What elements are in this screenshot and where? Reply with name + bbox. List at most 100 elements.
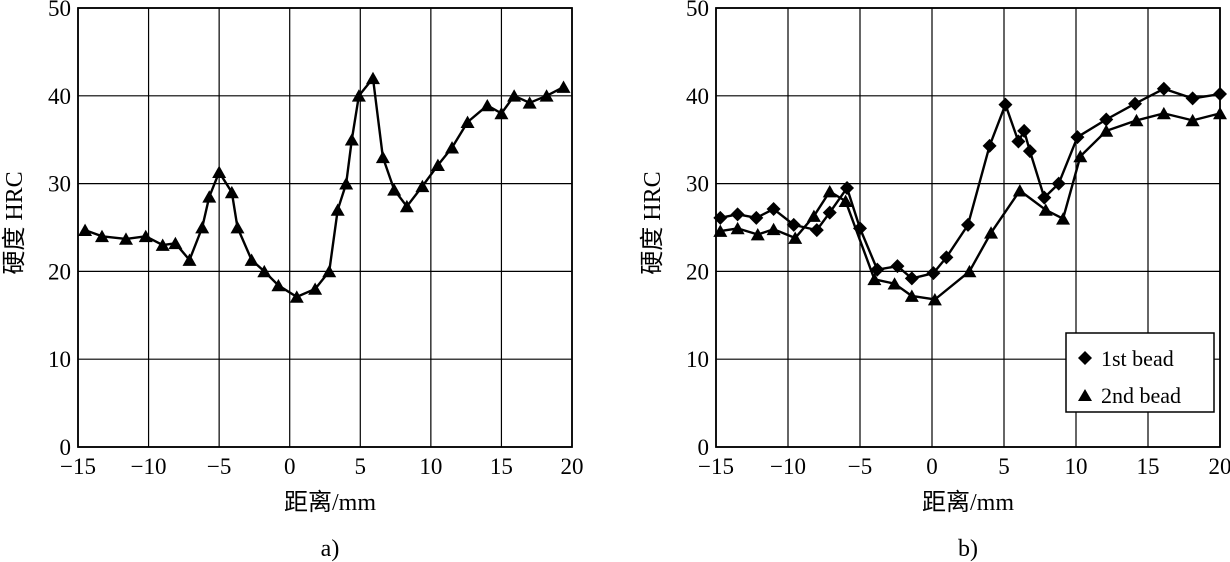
x-tick-label: 20	[561, 454, 584, 479]
y-tick-label: 40	[48, 84, 71, 109]
data-point-triangle	[182, 253, 197, 266]
data-point-diamond	[870, 262, 885, 277]
data-point-triangle	[766, 222, 781, 236]
x-tick-label: −10	[131, 454, 167, 479]
data-point-diamond	[1037, 190, 1052, 205]
y-tick-label: 50	[686, 0, 709, 21]
legend-item-1st-bead: 1st bead	[1078, 346, 1174, 371]
data-point-triangle	[1213, 106, 1227, 120]
data-point-triangle	[375, 150, 390, 164]
data-point-triangle	[539, 89, 554, 102]
data-point-triangle	[138, 229, 153, 243]
series-panel-b	[713, 81, 1227, 306]
data-point-triangle	[713, 224, 728, 237]
data-point-diamond	[809, 223, 824, 238]
data-point-triangle	[230, 221, 245, 234]
data-point-diamond	[1070, 130, 1085, 145]
data-point-triangle	[838, 194, 853, 208]
data-point-diamond	[713, 210, 728, 225]
data-point-triangle	[962, 264, 977, 278]
x-tick-label: 15	[490, 454, 513, 479]
data-point-diamond	[1011, 134, 1026, 149]
x-tick-label: 5	[355, 454, 367, 479]
data-point-triangle	[1185, 113, 1200, 127]
x-tick-label: −5	[207, 454, 231, 479]
data-point-diamond	[904, 271, 919, 286]
plot-frame-panel-a	[77, 7, 573, 448]
x-tick-label: 0	[926, 454, 938, 479]
data-point-triangle	[1073, 149, 1088, 163]
data-point-triangle	[480, 98, 495, 112]
data-point-diamond	[926, 266, 941, 281]
data-point-triangle	[1156, 106, 1171, 120]
x-tick-label: 10	[419, 454, 442, 479]
data-point-triangle	[308, 282, 323, 295]
data-point-triangle	[1056, 212, 1071, 225]
series-line-series-0	[84, 77, 565, 299]
x-axis-label-panel-a: 距离/mm	[284, 489, 376, 516]
data-point-diamond	[939, 250, 954, 265]
data-point-triangle	[399, 199, 414, 213]
data-point-triangle	[522, 96, 537, 109]
y-tick-label: 10	[48, 347, 71, 372]
data-point-triangle	[202, 190, 217, 203]
data-point-triangle	[339, 177, 354, 190]
data-point-diamond	[840, 180, 855, 195]
data-point-triangle	[887, 277, 902, 290]
data-point-triangle	[1038, 203, 1053, 216]
x-tick-label: −15	[60, 454, 96, 479]
x-tick-label: 0	[284, 454, 296, 479]
chart-panel-a: −15 −10 −5 0 5 10 15 20 0 10 20 30 40 50 距离/mm 硬度 HRC…	[1, 0, 584, 562]
data-point-triangle	[271, 278, 286, 292]
y-tick-label: 30	[686, 172, 709, 197]
data-point-triangle	[750, 228, 765, 241]
y-tick-label: 20	[48, 259, 71, 284]
data-point-triangle	[244, 253, 259, 266]
chart-panel-b: −15 −10 −5 0 5 10 15 20 0 10 20 30 40 50 距离/mm 硬度 HRC…	[639, 0, 1230, 562]
x-tick-label: 10	[1065, 454, 1088, 479]
data-point-triangle	[224, 185, 239, 199]
data-point-triangle	[322, 264, 337, 278]
data-point-diamond	[1128, 96, 1143, 111]
x-tick-label: 5	[998, 454, 1010, 479]
data-point-triangle	[904, 289, 919, 302]
y-tick-label: 0	[60, 435, 72, 460]
data-point-diamond	[1022, 144, 1037, 159]
data-point-triangle	[445, 141, 460, 154]
data-point-triangle	[507, 89, 522, 102]
x-tick-label: −5	[848, 454, 872, 479]
x-axis-label-panel-b: 距离/mm	[922, 489, 1014, 516]
data-point-triangle	[94, 229, 109, 243]
data-point-diamond	[1156, 81, 1171, 96]
data-point-diamond	[766, 202, 781, 217]
data-point-triangle	[212, 165, 227, 179]
y-tick-label: 40	[686, 84, 709, 109]
data-point-diamond	[749, 210, 764, 225]
data-point-diamond	[786, 217, 801, 232]
data-point-triangle	[1099, 124, 1114, 137]
y-tick-label: 30	[48, 172, 71, 197]
data-point-diamond	[890, 259, 905, 274]
legend-label-2nd-bead: 2nd bead	[1101, 383, 1181, 408]
data-point-triangle	[822, 185, 837, 198]
series-panel-a	[78, 71, 571, 303]
diamond-marker-icon	[1078, 351, 1092, 365]
legend: 1st bead 2nd bead	[1065, 332, 1215, 413]
ticks-panel-b: −15 −10 −5 0 5 10 15 20 0 10 20 30 40 50	[686, 0, 1230, 479]
data-point-diamond	[1213, 87, 1227, 102]
data-point-triangle	[351, 89, 366, 102]
y-tick-label: 10	[686, 347, 709, 372]
plot-frame-panel-b	[715, 7, 1221, 448]
data-point-triangle	[330, 203, 345, 216]
data-point-triangle	[155, 238, 170, 251]
data-point-triangle	[387, 183, 402, 196]
data-point-triangle	[430, 158, 445, 172]
x-tick-label: 20	[1209, 454, 1230, 479]
data-point-triangle	[257, 264, 272, 278]
panel-label-a: a)	[321, 536, 340, 562]
data-point-triangle	[168, 236, 183, 250]
data-point-diamond	[982, 138, 997, 153]
data-point-triangle	[118, 232, 133, 245]
y-axis-label-panel-a: 硬度 HRC	[1, 171, 28, 274]
x-tick-label: −10	[770, 454, 806, 479]
